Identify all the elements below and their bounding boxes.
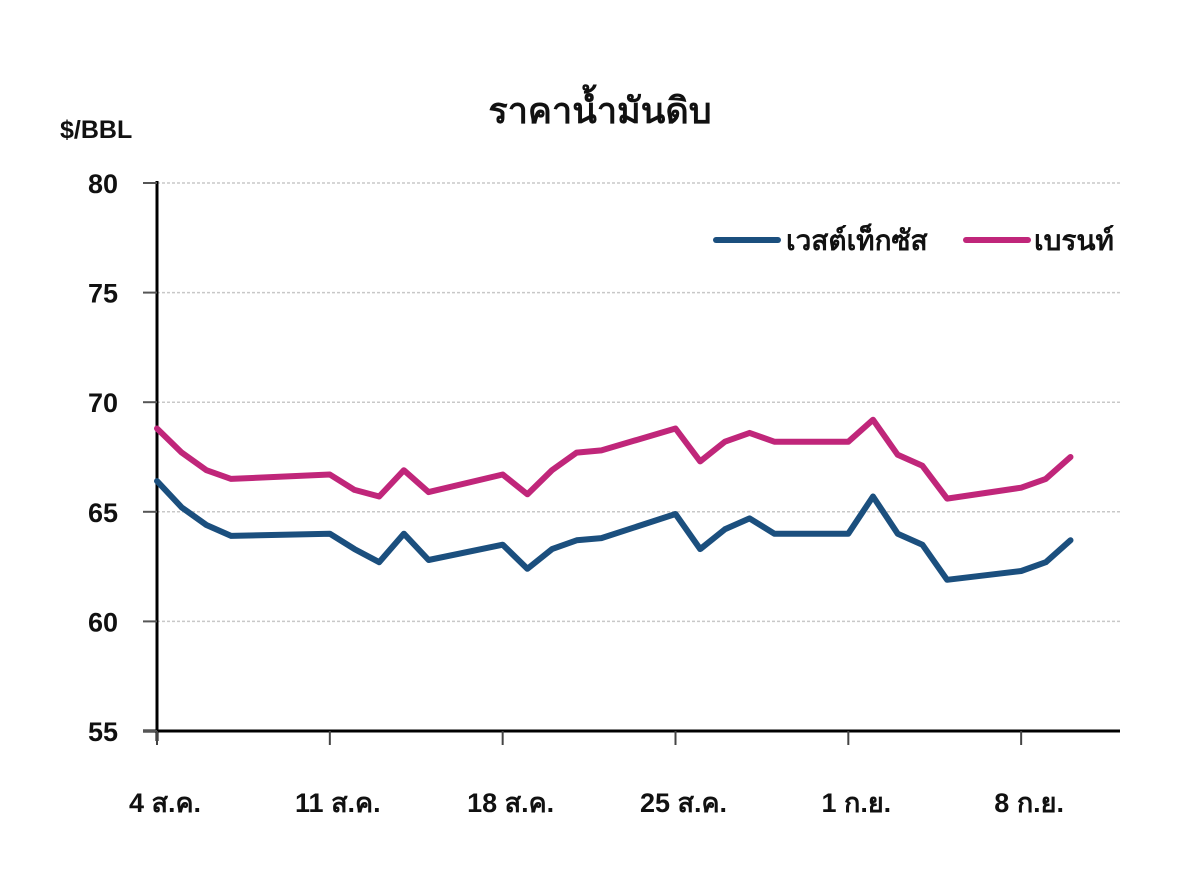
- chart-title: ราคาน้ำมันดิบ: [488, 90, 712, 131]
- gridlines: [157, 182, 1120, 623]
- legend-label: เวสต์เท็กซัส: [786, 223, 929, 256]
- y-axis-unit-label: $/BBL: [60, 116, 133, 144]
- legend-item-0: เวสต์เท็กซัส: [713, 223, 929, 256]
- y-tick-label: 55: [88, 717, 118, 747]
- axes: [143, 181, 1120, 741]
- x-tick-label: 11 ส.ค.: [295, 788, 381, 818]
- y-tick-label: 65: [88, 498, 118, 528]
- y-tick-label: 70: [88, 388, 118, 418]
- x-axis-ticks: 4 ส.ค. 11 ส.ค. 18 ส.ค. 25 ส.ค. 1 ก.ย. 8 ก.ย.: [129, 731, 1064, 818]
- x-tick-label: 8 ก.ย.: [994, 788, 1064, 818]
- x-tick-label: 4 ส.ค.: [129, 788, 201, 818]
- x-tick-label: 1 ก.ย.: [821, 788, 891, 818]
- x-tick-label: 25 ส.ค.: [640, 788, 727, 818]
- legend: เวสต์เท็กซัส เบรนท์: [713, 223, 1114, 256]
- y-tick-label: 60: [88, 607, 118, 637]
- y-axis-ticks: 55 60 65 70 75 80: [88, 169, 157, 747]
- x-tick-label: 18 ส.ค.: [467, 788, 554, 818]
- series-lines: [154, 416, 1074, 583]
- series-line-0: [154, 478, 1074, 583]
- legend-item-1: เบรนท์: [963, 225, 1114, 256]
- y-tick-label: 80: [88, 169, 118, 199]
- y-tick-label: 75: [88, 279, 118, 309]
- legend-label: เบรนท์: [1034, 225, 1114, 256]
- series-line-1: [154, 416, 1074, 502]
